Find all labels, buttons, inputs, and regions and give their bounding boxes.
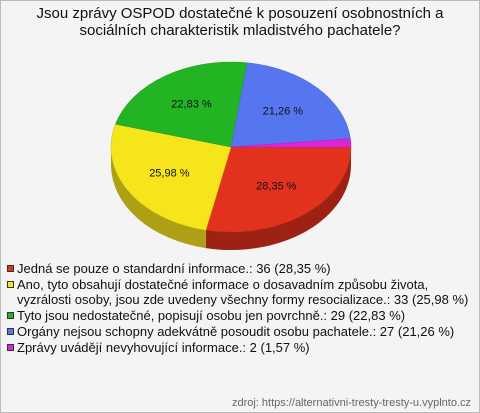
title-box: Jsou zprávy OSPOD dostatečné k posouzení…	[1, 5, 479, 39]
chart-title: Jsou zprávy OSPOD dostatečné k posouzení…	[36, 5, 444, 39]
slice-label: 22,83 %	[171, 98, 212, 110]
pie-side	[111, 147, 206, 249]
legend-item: Zprávy uvádějí nevyhovující informace.: …	[7, 340, 472, 355]
legend-item: Ano, tyto obsahují dostatečné informace …	[7, 277, 472, 307]
pie-slice	[115, 61, 248, 148]
legend-label: Jedná se pouze o standardní informace.: …	[17, 261, 331, 276]
pie-side	[205, 147, 351, 250]
pie-area: 28,35 % 25,98 % 22,83 % 21,26 %	[110, 61, 352, 250]
slice-label: 25,98 %	[149, 167, 190, 179]
source: zdroj: https://alternativni-tresty-trest…	[231, 397, 471, 409]
legend-label: Orgány nejsou schopny adekvátně posoudit…	[17, 324, 455, 339]
legend-label: Zprávy uvádějí nevyhovující informace.: …	[17, 340, 310, 355]
slice-label: 21,26 %	[263, 106, 304, 118]
pie-slice	[110, 123, 232, 231]
legend-swatch	[7, 312, 14, 319]
legend-swatch	[7, 265, 14, 272]
pie-slice	[230, 138, 352, 148]
legend-swatch	[7, 344, 14, 351]
legend-item: Jedná se pouze o standardní informace.: …	[7, 261, 472, 276]
slice-label: 28,35 %	[256, 181, 297, 193]
legend-item: Orgány nejsou schopny adekvátně posoudit…	[7, 324, 472, 339]
legend-swatch	[7, 281, 14, 288]
legend-label: Ano, tyto obsahují dostatečné informace …	[17, 277, 469, 307]
pie-slice	[205, 146, 352, 233]
legend: Jedná se pouze o standardní informace.: …	[7, 261, 472, 356]
legend-item: Tyto jsou nedostatečné, popisují osobu j…	[7, 308, 472, 323]
legend-swatch	[7, 328, 14, 335]
pie-slice	[230, 62, 351, 148]
legend-label: Tyto jsou nedostatečné, popisují osobu j…	[17, 308, 406, 323]
